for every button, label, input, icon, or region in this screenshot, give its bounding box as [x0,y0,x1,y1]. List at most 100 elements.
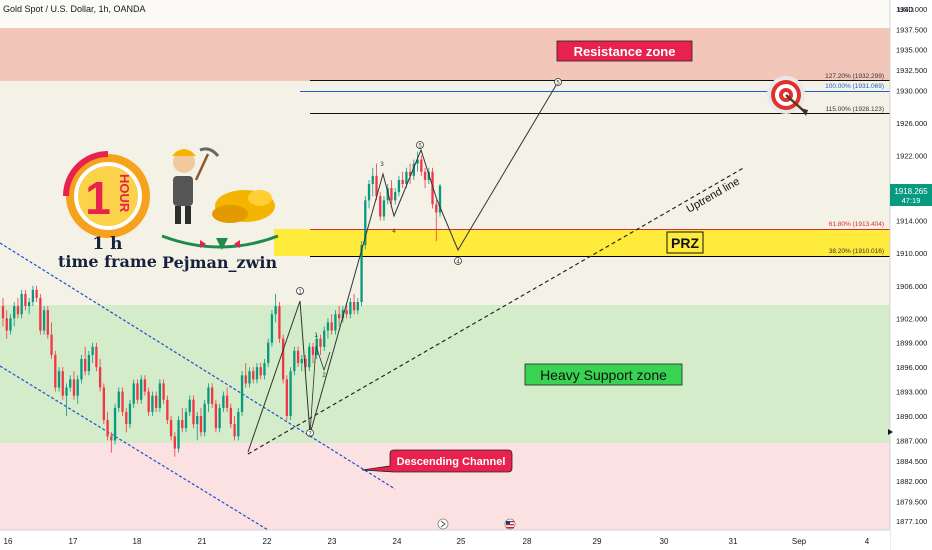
price-scale-arrow-icon[interactable] [888,429,893,435]
candle [42,306,46,335]
candle [364,196,367,250]
wave-point-2: 2 [306,429,314,438]
candle [233,415,236,441]
wave-path [247,81,559,453]
author-name: Pejman_zwin [162,253,278,272]
candle [196,411,199,441]
time-tick-label: 18 [133,537,142,546]
svg-text:Resistance zone: Resistance zone [574,44,676,59]
candle [76,375,79,404]
svg-text:1: 1 [298,290,302,296]
one-hour-badge: 1 HOUR [62,150,154,242]
candle [20,289,23,319]
subwave-label-4: 4 [392,229,396,235]
candle [91,342,94,364]
candle [240,371,244,416]
candle [72,371,76,400]
channel-lower-line [0,365,269,531]
price-tick-label: 1877.100 [896,517,927,526]
candle [401,171,404,189]
fib-label-1272: 127.20% (1932.299) [825,73,884,80]
candle [349,297,352,319]
support-zone [0,305,890,443]
candle [330,314,333,335]
svg-text:PRZ: PRZ [671,235,699,251]
svg-text:1918.265: 1918.265 [894,187,928,196]
price-tick-label: 1914.000 [896,217,927,226]
time-tick-label: Sep [792,537,807,546]
candle [177,415,180,453]
candle [270,310,274,347]
top-margin [0,0,890,28]
candle [128,399,132,429]
candle [211,383,214,408]
candle [1,297,5,327]
price-tick-label: 1910.000 [896,249,927,258]
time-tick-label: 25 [457,537,466,546]
us-flag-event-icon[interactable] [504,518,516,530]
candle [121,387,124,416]
price-tick-label: 1879.500 [896,497,927,506]
price-tick-label: 1940.000 [896,5,927,14]
candle [341,306,345,323]
price-tick-label: 1887.000 [896,436,927,445]
candle [199,407,203,437]
candle [319,334,322,355]
candle [181,407,184,433]
time-tick-label: 4 [865,537,870,546]
chart-title: Gold Spot / U.S. Dollar, 1h, OANDA [3,4,146,14]
candle [274,293,277,323]
svg-text:5: 5 [556,81,560,87]
candle [315,334,318,360]
candle [132,379,135,408]
candle [173,432,176,457]
candle [390,179,393,205]
candle [61,367,64,400]
candle [263,359,266,380]
time-tick-label: 24 [393,537,402,546]
candle [420,155,423,176]
miner-mascot-image [160,140,280,252]
candle [151,391,154,416]
dividend-event-icon[interactable] [437,518,449,530]
resistance-zone-label: Resistance zone [556,40,693,62]
candle [323,326,326,351]
candle [218,403,221,433]
candle [39,293,42,335]
svg-text:4: 4 [456,260,460,266]
candle [80,354,83,384]
fib-label-618: 61.80% (1913.404) [829,221,884,228]
subwave-label-2: 2 [322,373,326,379]
candle [184,407,188,433]
candle [222,391,225,412]
candle [35,285,38,303]
badge-hour-digit: 1 [85,172,111,224]
candle [408,163,412,185]
wave-point-target: 5 [554,78,562,87]
candle [117,387,120,412]
price-ticks: 1940.000 1937.500 1935.000 1932.500 1930.000… [896,5,927,526]
candle [337,306,341,327]
uptrend-line [247,166,746,455]
candle [207,383,210,412]
time-tick-label: 21 [198,537,207,546]
timeframe-line-2: time frame [58,252,157,271]
fib-label-100: 100.00% (1931.069) [825,83,884,90]
price-tick-label: 1890.000 [896,412,927,421]
candle [136,379,139,404]
candle [296,346,300,368]
candle [203,399,206,437]
wave-point-4: 4 [454,257,462,266]
time-tick-label: 29 [593,537,602,546]
candle [113,403,117,445]
time-tick-label: 17 [69,537,78,546]
price-tick-label: 1926.000 [896,119,927,128]
candle [5,310,8,339]
target-icon [767,76,808,116]
candle [84,346,87,376]
candle [281,334,285,384]
descending-channel-callout: Descending Channel [361,449,513,473]
last-price-marker: 1918.265 47:19 [890,184,932,206]
price-scale-currency: USD [898,5,914,14]
